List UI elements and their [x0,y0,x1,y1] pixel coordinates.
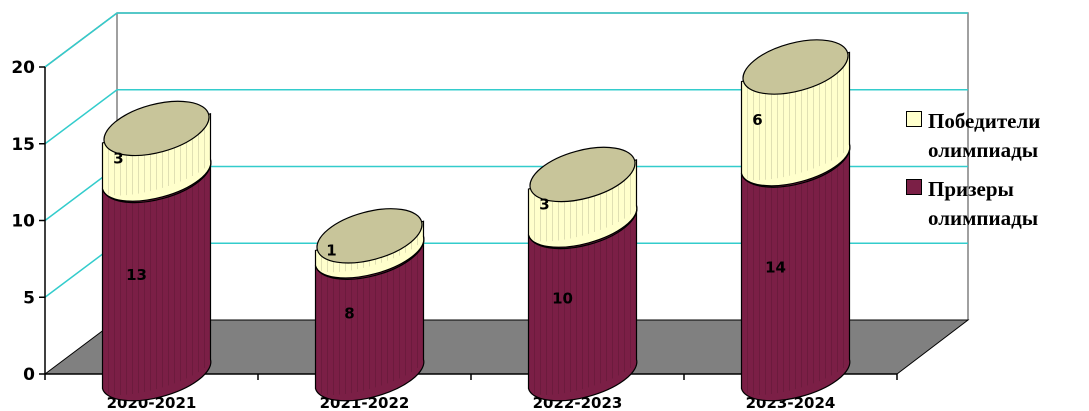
bars [101,39,851,402]
data-label-winners: 1 [326,242,336,260]
legend-label-winners: Победители олимпиады [928,109,1041,162]
data-label-prize: 8 [344,305,354,323]
legend-label-prize: Призеры олимпиады [928,177,1039,230]
bar-seam [101,159,212,204]
data-label-prize: 14 [765,259,786,277]
y-tick-label: 0 [23,365,35,385]
bar-prize [101,159,212,402]
data-labels: 13 3 8 1 10 3 14 6 [113,111,786,323]
bar-seam [740,144,851,188]
legend: Победители олимпиады Призеры олимпиады [906,107,1086,243]
data-label-prize: 10 [552,289,573,307]
bar-top-cap [529,146,636,203]
data-label-winners: 6 [752,111,762,129]
legend-item-winners: Победители олимпиады [906,107,1086,175]
data-label-prize: 13 [126,266,147,284]
gridline [44,12,968,68]
bar-top-cap [103,100,210,157]
legend-swatch-prize [906,179,922,195]
gridline [44,89,968,145]
y-tick-label: 10 [11,212,35,232]
bar-prize-body [740,143,851,402]
data-label-winners: 3 [113,149,123,167]
bar-prize-body [101,159,212,402]
bar-top-cap [316,208,423,264]
bar-prize [527,205,638,402]
y-tick-label: 15 [11,135,35,155]
bar-prize [740,143,851,402]
bar-seam [314,236,425,280]
bar-top-cap [742,39,849,95]
bar-seam [527,205,638,250]
data-label-winners: 3 [539,195,549,213]
legend-item-prize: Призеры олимпиады [906,175,1086,243]
y-tick-label: 5 [23,288,35,308]
y-tick-label: 20 [11,58,35,78]
legend-swatch-winners [906,111,922,127]
bar-prize-body [527,205,638,402]
